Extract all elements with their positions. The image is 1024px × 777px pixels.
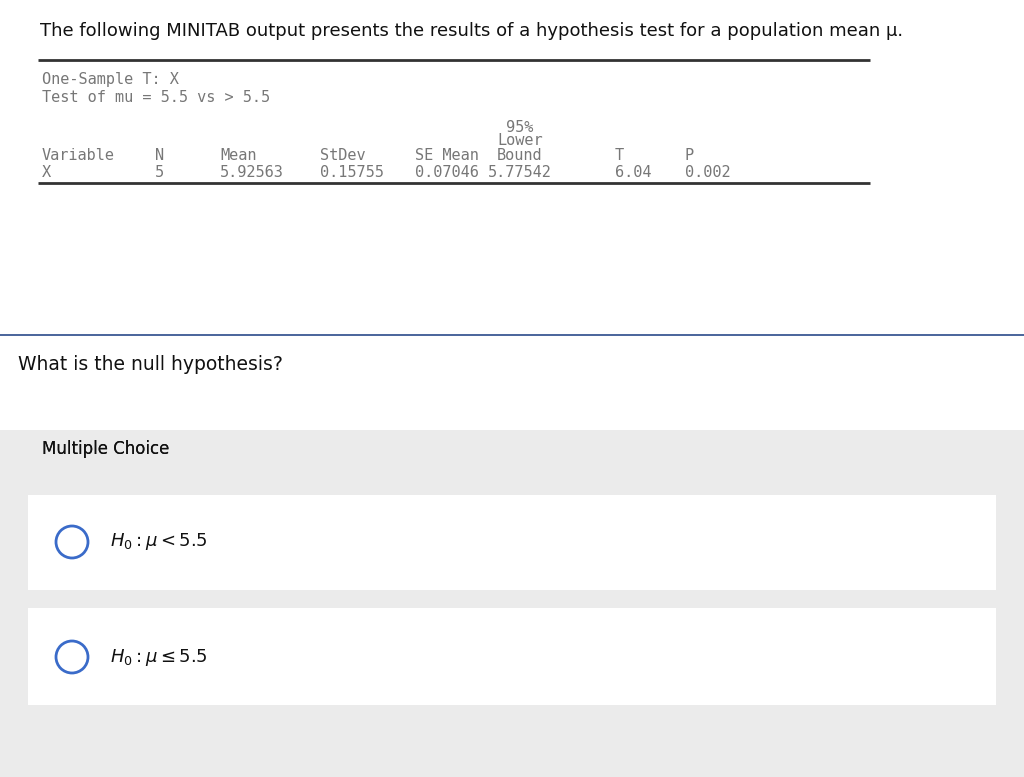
Text: 5: 5 xyxy=(155,165,164,180)
Text: One-Sample T: X: One-Sample T: X xyxy=(42,72,179,87)
Text: SE Mean: SE Mean xyxy=(415,148,479,163)
Text: 6.04: 6.04 xyxy=(615,165,651,180)
Text: What is the null hypothesis?: What is the null hypothesis? xyxy=(18,355,283,374)
Text: 0.002: 0.002 xyxy=(685,165,731,180)
Bar xyxy=(28,608,996,705)
Bar xyxy=(28,495,996,590)
Text: T: T xyxy=(615,148,624,163)
Text: Variable: Variable xyxy=(42,148,115,163)
Text: Multiple Choice: Multiple Choice xyxy=(42,440,169,458)
Text: 0.07046: 0.07046 xyxy=(415,165,479,180)
Text: 5.92563: 5.92563 xyxy=(220,165,284,180)
Text: StDev: StDev xyxy=(319,148,366,163)
Text: Mean: Mean xyxy=(220,148,256,163)
Text: N: N xyxy=(155,148,164,163)
Text: P: P xyxy=(685,148,694,163)
Bar xyxy=(0,430,1024,478)
Text: X: X xyxy=(42,165,51,180)
Text: 5.77542: 5.77542 xyxy=(488,165,552,180)
Text: The following MINITAB output presents the results of a hypothesis test for a pop: The following MINITAB output presents th… xyxy=(40,22,903,40)
Text: $H_0 : \mu < 5.5$: $H_0 : \mu < 5.5$ xyxy=(110,531,208,552)
Text: $H_0 : \mu \leq 5.5$: $H_0 : \mu \leq 5.5$ xyxy=(110,646,208,667)
Text: 95%: 95% xyxy=(506,120,534,135)
Text: Test of mu = 5.5 vs > 5.5: Test of mu = 5.5 vs > 5.5 xyxy=(42,90,270,105)
Bar xyxy=(0,430,1024,777)
Text: 0.15755: 0.15755 xyxy=(319,165,384,180)
Text: Lower: Lower xyxy=(498,133,543,148)
Text: Multiple Choice: Multiple Choice xyxy=(42,440,169,458)
Text: Bound: Bound xyxy=(498,148,543,163)
